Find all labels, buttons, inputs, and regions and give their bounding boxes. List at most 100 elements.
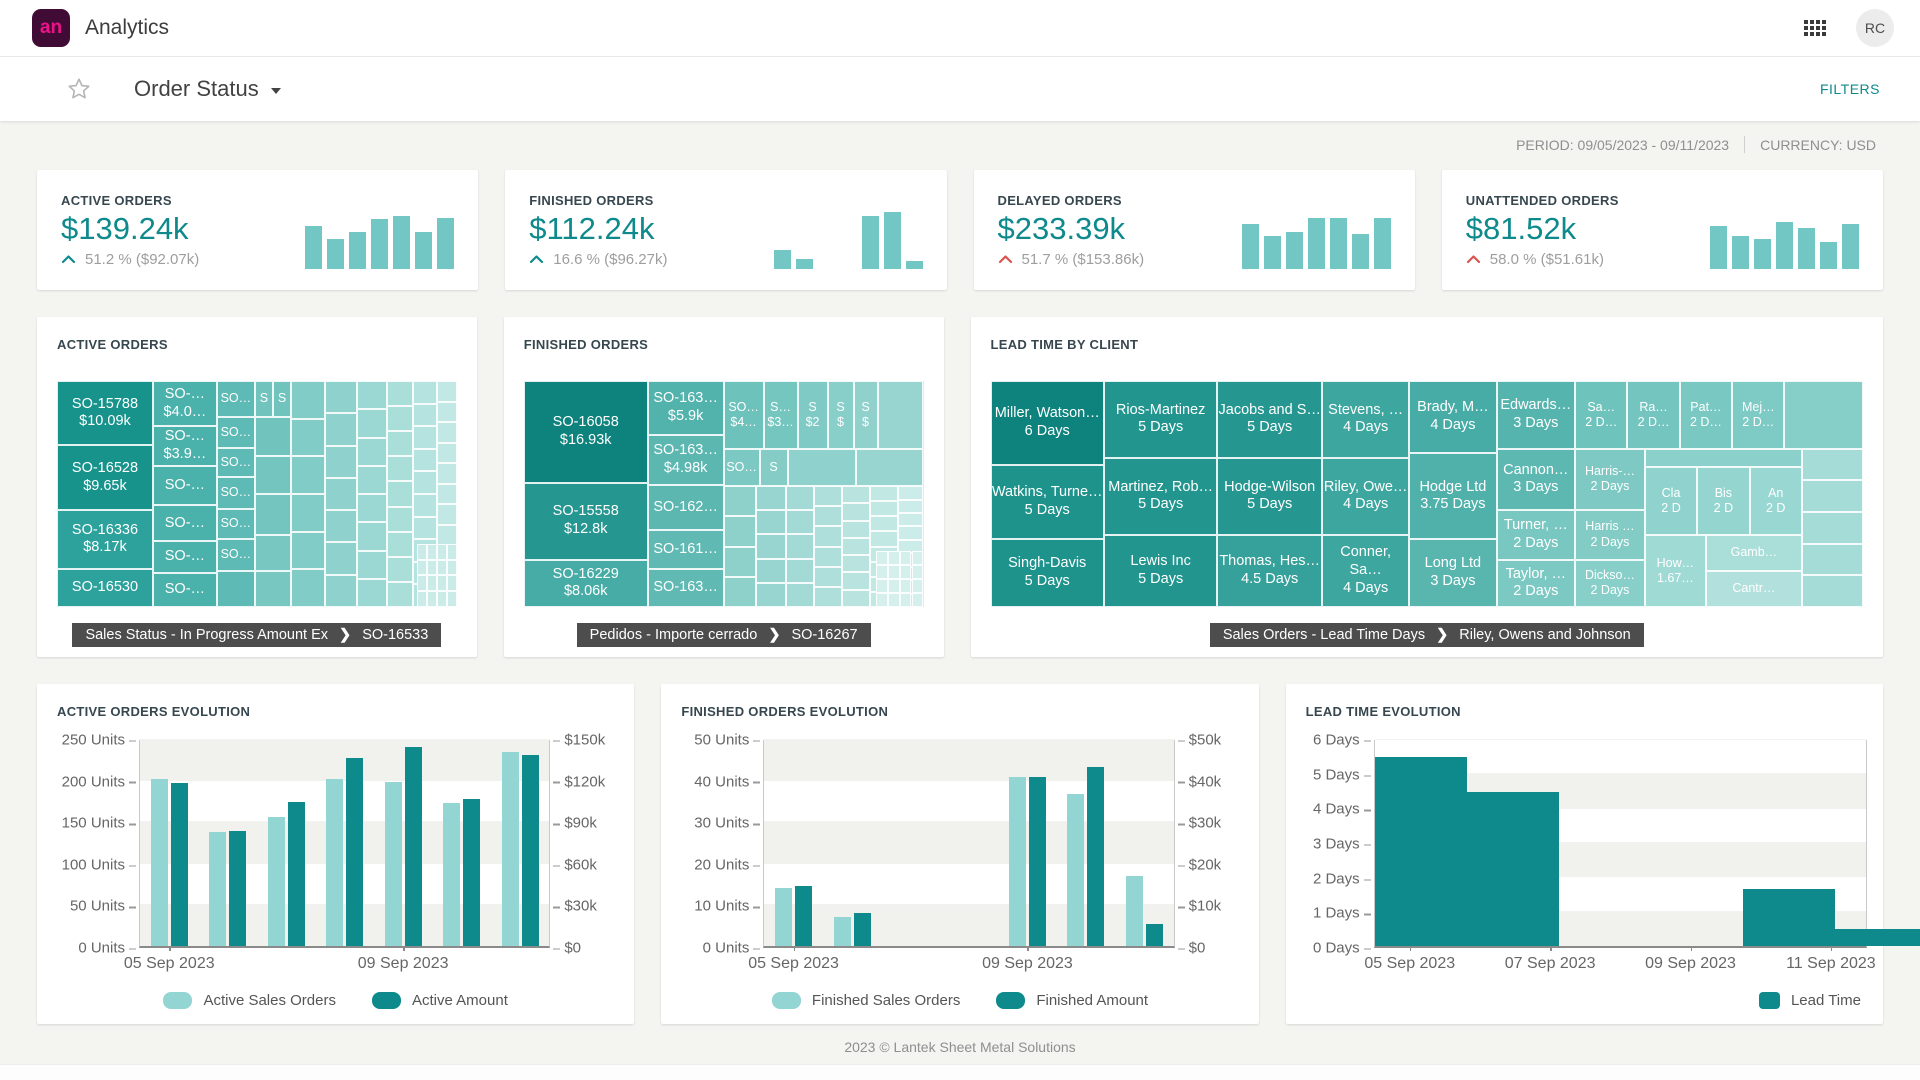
treemap-cell[interactable]: SO… $4…	[723, 381, 764, 449]
treemap-cell[interactable]	[855, 448, 924, 487]
treemap-cell[interactable]	[723, 546, 756, 577]
treemap-cell[interactable]: Stevens, … 4 Days	[1322, 381, 1410, 458]
treemap-cell[interactable]	[436, 543, 447, 560]
treemap-cell[interactable]: Hodge Ltd 3.75 Days	[1409, 453, 1497, 540]
treemap-cell[interactable]: SO-…	[152, 573, 217, 607]
treemap-cell[interactable]	[254, 570, 292, 607]
treemap-cell[interactable]	[785, 510, 814, 535]
treemap-cell[interactable]	[755, 534, 786, 559]
treemap-cell[interactable]: Singh-Davis 5 Days	[990, 539, 1104, 607]
treemap-cell[interactable]	[723, 516, 756, 547]
treemap-cell[interactable]	[412, 381, 437, 404]
treemap-cell[interactable]: SO-163… $4.98k	[647, 435, 724, 485]
treemap-cell[interactable]	[356, 522, 387, 551]
treemap-cell[interactable]	[386, 481, 413, 507]
treemap-cell[interactable]	[356, 550, 387, 579]
treemap-cell[interactable]	[436, 381, 457, 402]
treemap-cell[interactable]	[386, 406, 413, 432]
treemap-cell[interactable]	[412, 426, 437, 449]
bar[interactable]	[326, 778, 344, 946]
bar[interactable]	[287, 801, 305, 946]
treemap-cell[interactable]: Harris … 2 Days	[1575, 509, 1645, 560]
treemap-cell[interactable]	[416, 543, 427, 560]
treemap-cell[interactable]: Conner, Sa… 4 Days	[1322, 534, 1410, 607]
treemap-cell[interactable]: SO-…	[152, 541, 217, 574]
treemap-cell[interactable]: Mej… 2 D…	[1732, 381, 1785, 449]
treemap-cell[interactable]: SO…	[723, 448, 760, 487]
bar[interactable]	[1008, 777, 1026, 946]
treemap-cell[interactable]	[875, 550, 888, 565]
bar[interactable]	[521, 755, 539, 946]
treemap-cell[interactable]: Cannon… 3 Days	[1496, 448, 1576, 510]
treemap-cell[interactable]	[386, 456, 413, 482]
treemap-cell[interactable]: SO-… $3.9…	[152, 426, 217, 466]
treemap-cell[interactable]	[785, 486, 814, 511]
treemap-cell[interactable]: S $	[853, 381, 878, 449]
treemap-cell[interactable]: Bis 2 D	[1697, 466, 1750, 535]
finished-orders-treemap[interactable]: SO-16058 $16.93k SO-15558 $12.8k SO-16229 $8.…	[523, 381, 924, 607]
treemap-cell[interactable]	[841, 589, 870, 607]
treemap-cell[interactable]	[386, 506, 413, 532]
treemap-cell[interactable]	[356, 437, 387, 466]
treemap-cell[interactable]	[446, 591, 457, 607]
treemap-cell[interactable]: Riley, Owe… 4 Days	[1322, 457, 1410, 535]
active-orders-treemap[interactable]: SO-15788 $10.09k SO-16528 $9.65k SO-16336 $8.…	[57, 381, 457, 607]
bar[interactable]	[1374, 757, 1467, 946]
treemap-cell[interactable]: SO…	[216, 381, 255, 418]
treemap-cell[interactable]	[412, 448, 437, 472]
breadcrumb-selected[interactable]: Riley, Owens and Johnson	[1459, 627, 1631, 643]
breadcrumb-chips[interactable]: Pedidos - Importe cerrado ❯ SO-16267	[576, 623, 871, 647]
treemap-cell[interactable]	[813, 566, 842, 587]
treemap-cell[interactable]: SO…	[216, 447, 255, 478]
treemap-cell[interactable]	[1801, 543, 1863, 576]
bar[interactable]	[1145, 924, 1163, 946]
treemap-cell[interactable]	[911, 550, 924, 565]
treemap-cell[interactable]: SO-15558 $12.8k	[523, 482, 648, 560]
treemap-cell[interactable]: Jacobs and S… 5 Days	[1217, 381, 1323, 458]
bar[interactable]	[1466, 791, 1559, 946]
treemap-cell[interactable]	[356, 381, 387, 410]
treemap-cell[interactable]	[446, 543, 457, 560]
treemap-cell[interactable]	[412, 516, 437, 540]
bar[interactable]	[463, 799, 481, 946]
treemap-cell[interactable]: Rios-Martinez 5 Days	[1103, 381, 1218, 458]
treemap-cell[interactable]: Harris-… 2 Days	[1575, 448, 1645, 510]
treemap-cell[interactable]	[356, 494, 387, 523]
treemap-cell[interactable]: S	[759, 448, 788, 487]
treemap-cell[interactable]: Martinez, Rob… 5 Days	[1103, 457, 1218, 535]
treemap-cell[interactable]: SO-162…	[647, 484, 724, 531]
app-logo[interactable]: an	[32, 9, 70, 47]
treemap-cell[interactable]	[254, 534, 292, 571]
treemap-cell[interactable]	[436, 422, 457, 443]
avatar[interactable]: RC	[1856, 9, 1894, 47]
breadcrumb-path[interactable]: Sales Orders - Lead Time Days	[1222, 627, 1426, 643]
treemap-cell[interactable]	[436, 483, 457, 505]
treemap-cell[interactable]: Taylor, … 2 Days	[1496, 559, 1576, 607]
breadcrumb-path[interactable]: Pedidos - Importe cerrado	[589, 627, 758, 643]
treemap-cell[interactable]	[291, 381, 325, 419]
treemap-cell[interactable]	[899, 564, 912, 579]
treemap-cell[interactable]	[426, 575, 437, 592]
treemap-cell[interactable]	[1801, 448, 1863, 481]
treemap-cell[interactable]: SO…	[216, 508, 255, 540]
treemap-cell[interactable]: SO-16528 $9.65k	[57, 445, 153, 510]
legend-item[interactable]: Finished Amount	[996, 992, 1148, 1009]
treemap-cell[interactable]	[887, 578, 900, 593]
bar[interactable]	[346, 757, 364, 946]
treemap-cell[interactable]: Edwards… 3 Days	[1496, 381, 1576, 449]
treemap-cell[interactable]: Ra… 2 D…	[1627, 381, 1680, 449]
treemap-cell[interactable]	[436, 524, 457, 546]
bar[interactable]	[404, 746, 422, 946]
treemap-cell[interactable]	[785, 582, 814, 607]
treemap-cell[interactable]	[254, 494, 292, 535]
treemap-cell[interactable]	[446, 575, 457, 592]
treemap-cell[interactable]: Cantr…	[1705, 570, 1802, 607]
breadcrumb-chips[interactable]: Sales Orders - Lead Time Days ❯ Riley, O…	[1209, 623, 1644, 647]
treemap-cell[interactable]: SO-163…	[647, 568, 724, 607]
bar[interactable]	[1742, 889, 1835, 946]
treemap-cell[interactable]	[426, 591, 437, 607]
treemap-cell[interactable]: Pat… 2 D…	[1679, 381, 1733, 449]
treemap-cell[interactable]: SO-16058 $16.93k	[523, 381, 648, 483]
treemap-cell[interactable]	[436, 559, 447, 576]
treemap-cell[interactable]	[875, 592, 888, 607]
